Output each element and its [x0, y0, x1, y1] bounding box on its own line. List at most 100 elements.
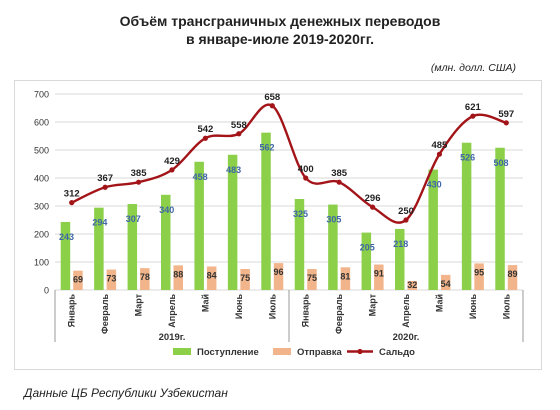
balance-point	[269, 103, 275, 109]
inflow-data-label: 243	[59, 232, 74, 242]
chart-title-line-1: Объём трансграничных денежных переводов	[119, 13, 441, 29]
x-category-label: Март	[134, 293, 144, 316]
x-category-label: Март	[368, 293, 378, 316]
bar-inflow	[361, 232, 372, 290]
inflow-data-label: 508	[494, 158, 509, 168]
balance-data-label: 367	[97, 173, 113, 184]
legend-outflow-label: Отправка	[297, 347, 342, 358]
y-tick-label: 200	[34, 230, 49, 240]
bar-outflow	[374, 264, 384, 290]
group-label: 2019г.	[159, 332, 186, 343]
outflow-data-label: 81	[340, 271, 350, 281]
inflow-data-label: 562	[260, 143, 275, 153]
bar-inflow	[395, 228, 405, 290]
inflow-data-label: 294	[92, 218, 107, 228]
y-tick-label: 300	[34, 202, 49, 212]
balance-point	[102, 184, 108, 190]
x-category-label: Май	[434, 294, 444, 312]
bar-inflow	[161, 194, 171, 290]
outflow-data-label: 78	[140, 272, 150, 282]
legend-inflow-label: Поступление	[197, 347, 259, 358]
balance-point	[69, 200, 75, 206]
chart-frame: 0 100 200 300 400 500 600 700 243 69 312 294 73 367 30…	[14, 80, 542, 370]
balance-data-label: 558	[231, 120, 247, 131]
y-tick-label: 100	[34, 258, 49, 268]
y-tick-label: 500	[34, 146, 49, 156]
y-tick-label: 700	[34, 90, 49, 100]
inflow-data-label: 526	[460, 153, 475, 163]
bar-outflow	[340, 267, 351, 290]
balance-point	[470, 113, 476, 119]
bar-inflow	[127, 204, 138, 290]
y-tick-label: 600	[34, 118, 49, 128]
legend-inflow-swatch	[173, 348, 191, 355]
y-tick-label: 0	[44, 286, 49, 296]
bar-inflow	[294, 199, 305, 290]
bar-outflow	[440, 274, 451, 290]
balance-data-label: 296	[365, 193, 381, 204]
bar-outflow	[273, 263, 284, 290]
outflow-data-label: 91	[374, 269, 384, 279]
chart-title-line-2: в январе-июле 2019-2020гг.	[185, 31, 375, 47]
outflow-data-label: 69	[73, 275, 83, 285]
inflow-data-label: 307	[126, 214, 141, 224]
outflow-data-label: 54	[441, 279, 451, 289]
inflow-data-label: 483	[226, 165, 241, 175]
bar-outflow	[106, 269, 117, 290]
balance-point	[236, 131, 242, 137]
legend-balance-label: Сальдо	[379, 347, 415, 358]
x-category-label: Июль	[501, 294, 511, 320]
balance-data-label: 429	[164, 156, 180, 167]
bar-inflow	[328, 204, 338, 290]
balance-point	[336, 179, 342, 185]
x-category-label: Июнь	[234, 294, 244, 320]
source-note: Данные ЦБ Республики Узбекистан	[24, 386, 228, 400]
inflow-data-label: 430	[427, 180, 442, 190]
balance-data-label: 250	[398, 206, 414, 217]
x-category-label: Февраль	[334, 294, 344, 334]
balance-data-label: 312	[64, 189, 80, 200]
bar-inflow	[94, 207, 104, 290]
bar-inflow	[227, 154, 238, 290]
balance-data-label: 385	[331, 168, 348, 179]
bar-outflow	[140, 268, 150, 290]
x-category-label: Апрель	[167, 294, 177, 328]
x-category-label: Январь	[67, 294, 77, 328]
group-label: 2020г.	[393, 332, 420, 343]
bar-inflow	[261, 132, 271, 290]
inflow-data-label: 218	[393, 239, 408, 249]
inflow-data-label: 340	[159, 205, 174, 215]
balance-data-label: 385	[131, 168, 148, 179]
balance-point	[436, 151, 443, 157]
bar-inflow	[461, 142, 472, 290]
balance-point	[403, 217, 409, 223]
x-category-label: Июнь	[468, 294, 478, 320]
balance-point	[369, 204, 376, 210]
legend-outflow-swatch	[273, 348, 291, 355]
balance-data-label: 621	[465, 102, 482, 113]
outflow-data-label: 75	[240, 273, 250, 283]
outflow-data-label: 89	[508, 269, 518, 279]
bar-outflow	[407, 281, 417, 290]
balance-data-label: 400	[298, 164, 314, 175]
bar-inflow	[495, 147, 505, 290]
outflow-data-label: 73	[106, 274, 116, 284]
bar-outflow	[206, 266, 217, 290]
outflow-data-label: 95	[474, 267, 484, 277]
chart-title: Объём трансграничных денежных переводов …	[0, 12, 560, 48]
bar-outflow	[507, 265, 518, 290]
outflow-data-label: 96	[274, 267, 284, 277]
balance-point	[202, 135, 209, 141]
balance-point	[503, 120, 509, 126]
inflow-data-label: 305	[326, 215, 341, 225]
bar-inflow	[194, 161, 204, 290]
bar-outflow	[474, 263, 484, 290]
balance-data-label: 485	[431, 140, 448, 151]
outflow-data-label: 75	[307, 273, 317, 283]
bar-outflow	[173, 265, 183, 290]
bar-outflow	[240, 269, 250, 290]
outflow-data-label: 84	[207, 270, 217, 280]
chart-svg: 0 100 200 300 400 500 600 700 243 69 312 294 73 367 30…	[34, 90, 524, 358]
bar-inflow	[428, 169, 438, 290]
inflow-data-label: 205	[360, 243, 375, 253]
